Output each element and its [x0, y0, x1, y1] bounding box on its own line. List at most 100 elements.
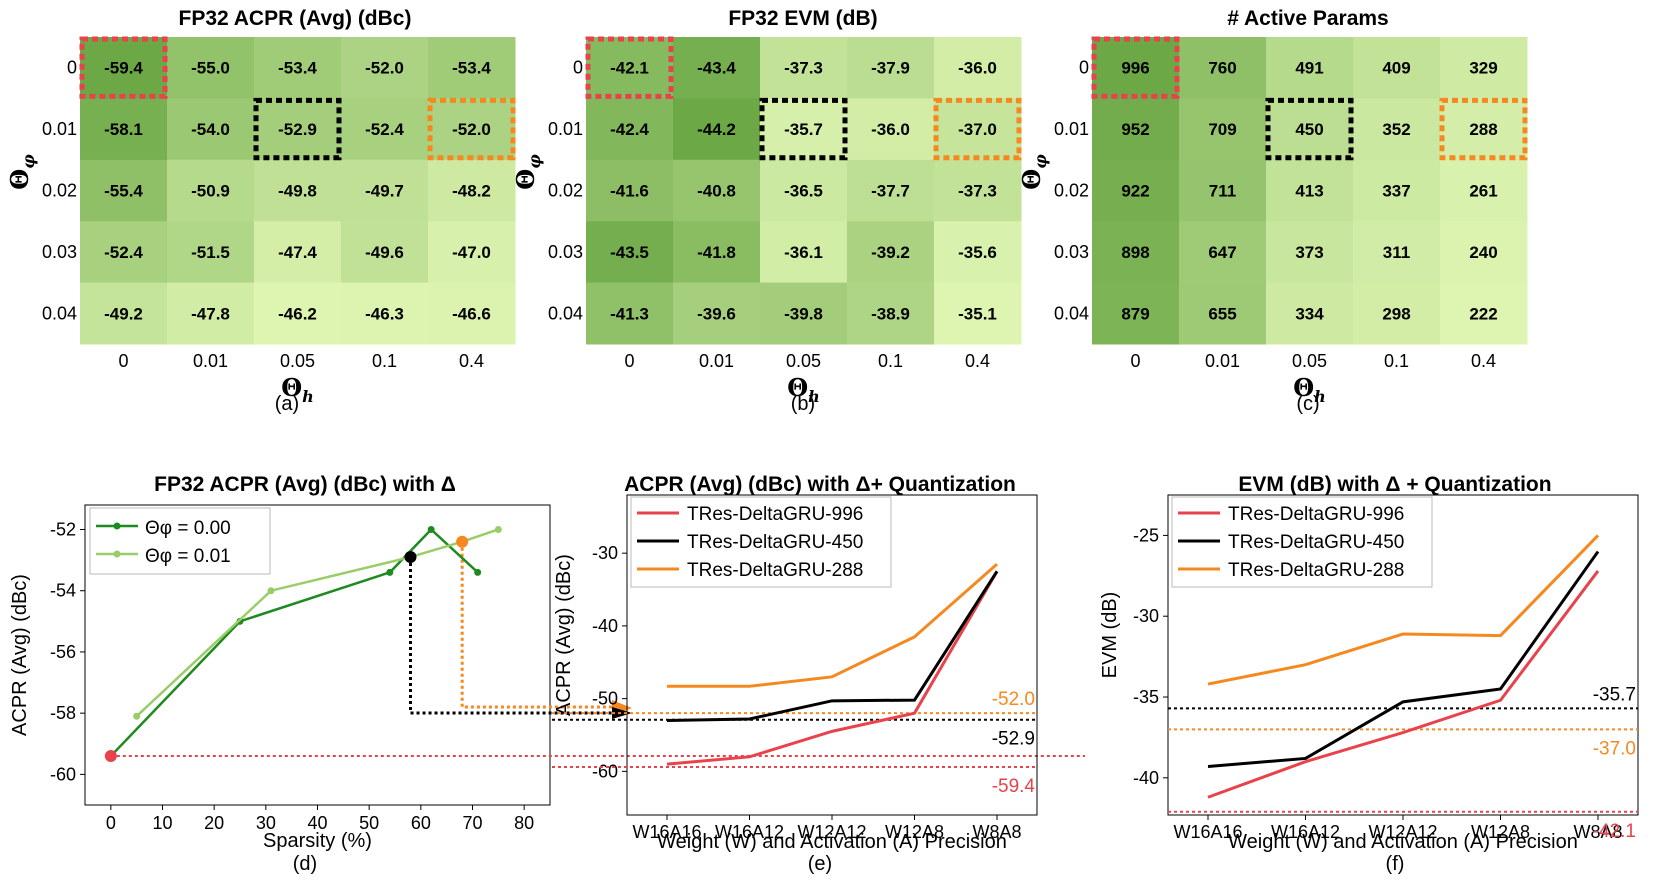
cell-label: -35.1	[958, 304, 997, 323]
y-tick-label: -40	[1133, 768, 1159, 788]
x-tick-label: 0	[118, 351, 128, 371]
cell-label: -37.3	[958, 182, 997, 201]
cell-label: -58.1	[104, 120, 143, 139]
cell-label: -52.4	[104, 243, 143, 262]
y-axis-label: EVM (dB)	[1099, 592, 1121, 679]
highlight-box	[1091, 36, 1180, 99]
legend-box	[89, 507, 271, 575]
cell-label: -44.2	[697, 120, 736, 139]
cell-label: -54.0	[191, 120, 230, 139]
heatmap-cell	[1179, 159, 1267, 222]
heatmap-cell	[934, 282, 1022, 345]
heatmap-cell	[341, 282, 429, 345]
cell-label: -39.2	[871, 243, 910, 262]
y-tick-label: 0.01	[548, 119, 583, 139]
x-tick-label: W12A12	[1368, 822, 1437, 842]
x-tick-label: 50	[359, 813, 379, 833]
heatmap-cell	[80, 159, 168, 222]
heatmap-cell	[673, 221, 761, 284]
x-tick-label: W16A16	[1173, 822, 1242, 842]
y-tick-label: 0.04	[1054, 303, 1089, 323]
cell-label: -40.8	[697, 182, 736, 201]
cell-label: 311	[1383, 243, 1410, 262]
cell-label: 709	[1208, 120, 1236, 139]
legend-label: TRes-DeltaGRU-450	[687, 532, 863, 553]
cell-label: 952	[1121, 120, 1149, 139]
heatmap-cell	[586, 282, 674, 345]
reference-label: -52.0	[992, 689, 1035, 710]
data-point	[494, 525, 502, 533]
y-tick-label: -40	[592, 616, 618, 636]
x-tick-label: 0.4	[1471, 351, 1496, 371]
cell-label: -48.2	[452, 182, 491, 201]
legend-label: TRes-DeltaGRU-996	[1228, 504, 1404, 525]
x-tick-label: 40	[307, 813, 327, 833]
highlight-box	[253, 97, 342, 161]
cell-label: 413	[1295, 182, 1323, 201]
y-axis-label: Θφ	[511, 154, 544, 190]
heatmap-cell	[847, 221, 935, 284]
heatmap-cell	[341, 159, 429, 222]
series-line	[1207, 534, 1600, 686]
heatmap-cell	[586, 98, 674, 161]
cell-label: -35.7	[784, 120, 823, 139]
heatmap-cell	[341, 37, 429, 99]
line-chart-f: EVM (dB) with Δ + Quantization W16A16 W16A…	[1099, 473, 1639, 875]
x-tick-label: W16A16	[632, 822, 701, 842]
highlight-box	[933, 97, 1022, 161]
heatmap-cell	[586, 221, 674, 284]
cell-label: -52.9	[278, 120, 317, 139]
x-tick-label: 0.05	[280, 351, 315, 371]
cell-label: 261	[1469, 182, 1497, 201]
y-tick-label: 0.01	[1054, 119, 1089, 139]
series-line	[667, 562, 998, 688]
heatmap-cell	[673, 159, 761, 222]
subfigure-caption: (c)	[1296, 393, 1319, 415]
chart-title: FP32 EVM (dB)	[728, 7, 877, 30]
heatmap-cell	[673, 37, 761, 99]
cell-label: -49.6	[365, 243, 404, 262]
y-tick-label: 0.03	[1054, 242, 1089, 262]
chart-title: FP32 ACPR (Avg) (dBc) with Δ	[154, 473, 456, 496]
heatmap-cell	[1092, 221, 1180, 284]
heatmap-cell	[760, 37, 848, 99]
cell-label: -38.9	[871, 304, 910, 323]
subfigure-caption: (e)	[808, 853, 832, 875]
heatmap-cell	[254, 282, 342, 345]
series-line	[666, 570, 999, 766]
line-chart-e: ACPR (Avg) (dBc) with Δ+ Quantization W16…	[552, 473, 1038, 875]
legend-label: TRes-DeltaGRU-288	[687, 560, 863, 581]
x-tick-label: 70	[462, 813, 482, 833]
y-tick-label: 0.04	[42, 303, 77, 323]
cell-label: -42.4	[610, 120, 649, 139]
highlight-box	[427, 97, 516, 161]
cell-label: -49.7	[365, 182, 404, 201]
arrow-head	[612, 707, 632, 719]
heatmap-cell	[673, 282, 761, 345]
x-tick-label: 0.1	[1384, 351, 1409, 371]
data-point	[474, 568, 482, 576]
cell-label: -55.0	[191, 59, 230, 78]
heatmap-cell	[760, 159, 848, 222]
heatmap-cell	[673, 98, 761, 161]
y-tick-label: 0.04	[548, 303, 583, 323]
y-tick-label: -50	[592, 689, 618, 709]
y-tick-label: -30	[1133, 606, 1159, 626]
heatmap-cell	[847, 282, 935, 345]
heatmap-cell	[1179, 282, 1267, 345]
reference-label: -35.7	[1593, 684, 1636, 705]
heatmap-cell	[1440, 159, 1528, 222]
data-point	[133, 712, 141, 720]
x-axis-label: Weight (W) and Activation (A) Precision	[1228, 831, 1578, 853]
x-tick-label: 10	[152, 813, 172, 833]
heatmap-cell	[428, 159, 516, 222]
cell-label: 352	[1382, 120, 1410, 139]
cell-label: -59.4	[104, 59, 143, 78]
heatmap-cell	[167, 221, 255, 284]
x-tick-label: 0.4	[459, 351, 484, 371]
cell-label: 373	[1295, 243, 1323, 262]
series-line	[1207, 550, 1600, 769]
heatmap-cell	[934, 221, 1022, 284]
heatmap-cell	[1353, 159, 1441, 222]
heatmap-cell	[1440, 37, 1528, 99]
